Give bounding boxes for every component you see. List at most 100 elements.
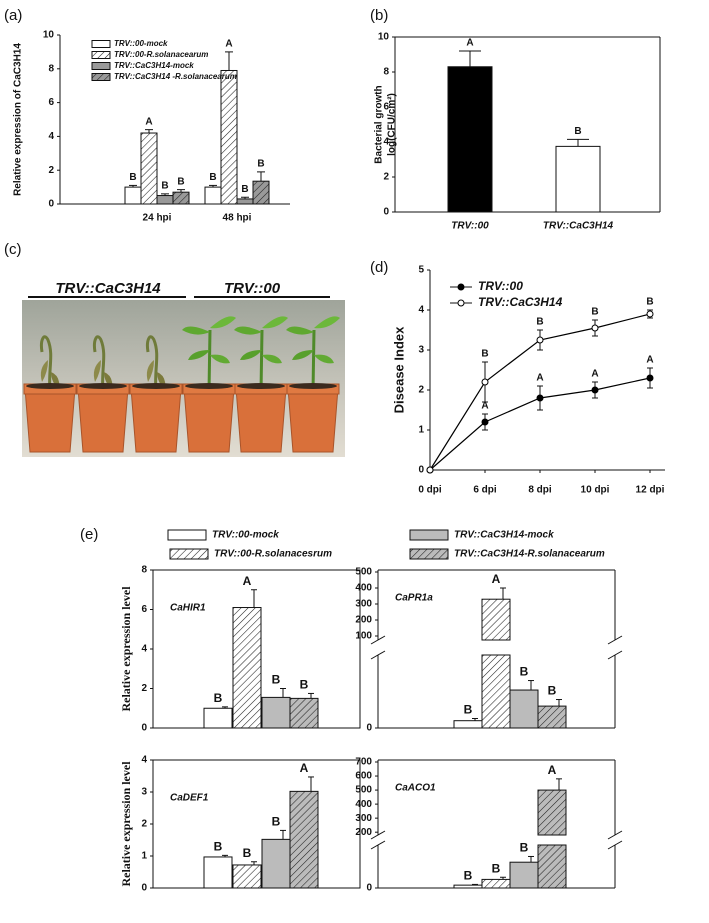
significance-letter: B xyxy=(492,861,501,875)
soil xyxy=(132,383,180,389)
significance-letter: B xyxy=(548,684,557,698)
y-tick-label: 700 xyxy=(355,757,372,768)
leaf xyxy=(210,354,230,364)
axis-break xyxy=(607,650,623,660)
leaf xyxy=(262,316,288,329)
bar xyxy=(232,607,262,729)
point xyxy=(591,386,599,394)
y-tick-label: 5 xyxy=(418,265,424,276)
y-tick-label: 400 xyxy=(355,583,372,594)
legend-swatch xyxy=(167,529,207,541)
leaf xyxy=(314,316,340,329)
panel-title: CaPR1a xyxy=(395,593,433,604)
legend-swatch xyxy=(91,62,111,70)
panel-label: (c) xyxy=(4,241,22,258)
y-tick-label: 6 xyxy=(383,102,389,113)
significance-letter: B xyxy=(520,665,529,679)
significance-letter: A xyxy=(225,39,232,50)
bar xyxy=(509,689,539,729)
y-tick-label: 2 xyxy=(383,172,389,183)
panel-title: CaACO1 xyxy=(395,783,436,794)
y-tick-label: 10 xyxy=(43,30,55,41)
legend-label: TRV::CaC3H14-R.solanacearum xyxy=(454,549,605,560)
y-axis-label: Relative expression level xyxy=(119,586,133,712)
stem xyxy=(146,335,159,393)
y-tick-label: 0 xyxy=(48,199,54,210)
legend-swatch xyxy=(91,40,111,48)
significance-letter: A xyxy=(145,116,152,127)
leaf xyxy=(40,360,48,382)
axis-break xyxy=(607,840,623,850)
leaf xyxy=(234,326,262,335)
significance-letter: A xyxy=(300,761,309,775)
significance-letter: A xyxy=(243,574,252,588)
y-tick-label: 200 xyxy=(355,615,372,626)
leaf xyxy=(286,326,314,335)
y-tick-label: 300 xyxy=(355,813,372,824)
legend-swatch xyxy=(91,73,111,81)
legend-label: TRV::00 xyxy=(478,279,523,293)
bar xyxy=(204,186,222,205)
significance-letter: B xyxy=(591,307,598,318)
bar xyxy=(261,838,291,889)
legend-label: TRV::00-R.solanacesrum xyxy=(214,549,332,560)
y-tick-label: 600 xyxy=(355,771,372,782)
bar xyxy=(537,705,567,729)
legend-label: TRV::00-mock xyxy=(212,530,279,541)
y-axis-label: Bacterial growth xyxy=(374,85,385,163)
bar xyxy=(203,707,233,729)
point xyxy=(591,324,599,332)
bar xyxy=(236,198,254,205)
y-tick-label: 4 xyxy=(418,305,424,316)
stem xyxy=(40,335,53,393)
legend-marker xyxy=(457,283,465,291)
significance-letter: B xyxy=(214,840,223,854)
point xyxy=(481,418,489,426)
leaf xyxy=(146,360,154,382)
pot xyxy=(183,387,235,453)
bar xyxy=(172,191,190,205)
legend-label: TRV::CaC3H14 xyxy=(478,295,563,309)
soil xyxy=(26,383,74,389)
bar xyxy=(203,856,233,889)
significance-letter: A xyxy=(536,373,543,384)
significance-letter: B xyxy=(520,841,529,855)
soil xyxy=(79,383,127,389)
significance-letter: B xyxy=(272,673,281,687)
significance-letter: B xyxy=(214,691,223,705)
legend-label: TRV::CaC3H14-mock xyxy=(114,61,194,70)
legend-swatch xyxy=(409,548,449,560)
axis-break xyxy=(370,840,386,850)
x-tick-label: TRV::CaC3H14 xyxy=(543,221,614,232)
leaf xyxy=(210,316,236,329)
group-label: TRV::00 xyxy=(224,280,281,297)
leaf xyxy=(240,350,262,360)
y-tick-label: 0 xyxy=(418,465,424,476)
y-tick-label: 1 xyxy=(418,425,424,436)
legend-label: TRV::CaC3H14 -R.solanacearum xyxy=(114,72,237,81)
y-tick-label: 10 xyxy=(378,32,390,43)
stem xyxy=(93,335,106,393)
legend-swatch xyxy=(409,529,449,541)
bar xyxy=(555,145,601,213)
y-axis-label: Relative expression level xyxy=(119,761,133,887)
pot xyxy=(77,387,129,453)
y-tick-label: 4 xyxy=(141,755,147,766)
point xyxy=(646,310,654,318)
axis-break xyxy=(370,830,386,840)
y-tick-label: 0 xyxy=(141,723,147,734)
legend-label: TRV::00-R.solanacearum xyxy=(114,50,208,59)
y-tick-label: 3 xyxy=(141,787,147,798)
bar xyxy=(537,844,567,889)
y-tick-label: 0 xyxy=(141,883,147,894)
bar xyxy=(509,861,539,889)
point xyxy=(536,336,544,344)
y-tick-label: 3 xyxy=(418,345,424,356)
significance-letter: B xyxy=(177,176,184,187)
bar xyxy=(537,789,567,836)
x-tick-label: 24 hpi xyxy=(143,213,172,224)
bar xyxy=(220,69,238,205)
significance-letter: A xyxy=(646,355,653,366)
y-tick-label: 400 xyxy=(355,799,372,810)
